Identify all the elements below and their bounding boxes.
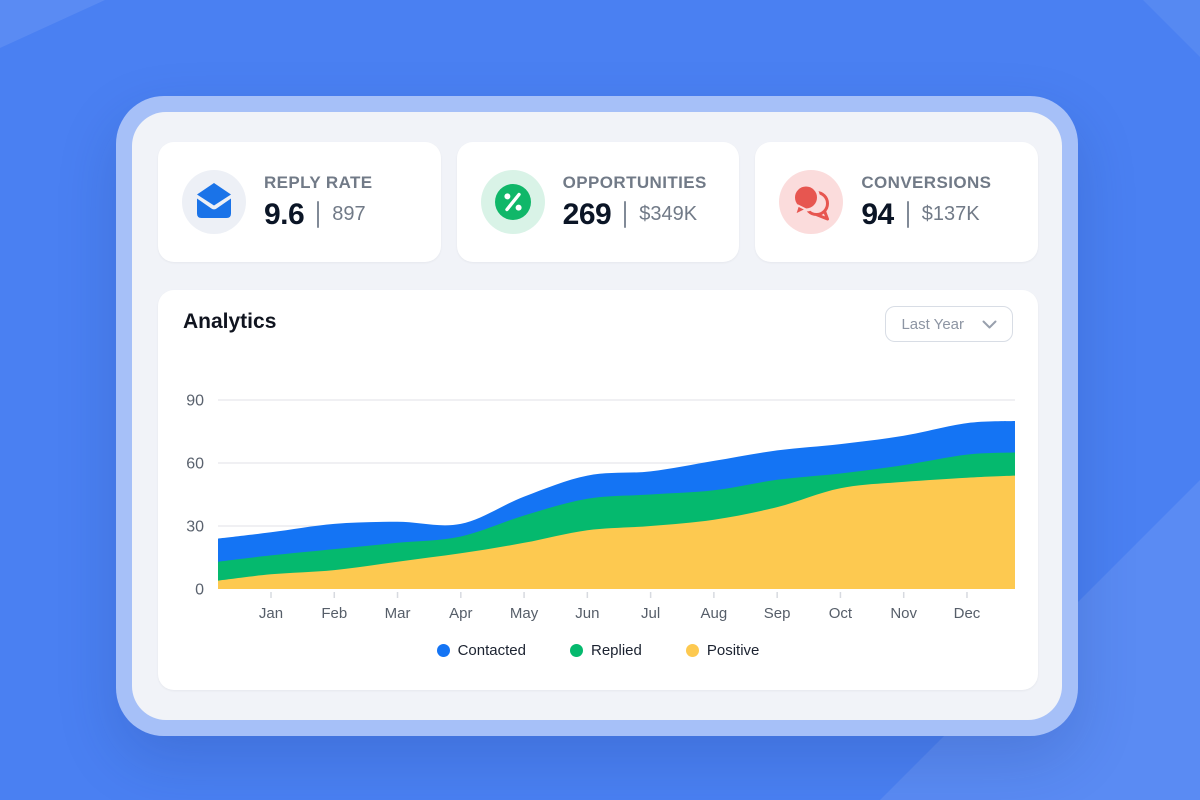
analytics-chart: 0 30 60 90 Jan Feb Mar Apr May Jun Jul Aug Sep Oct Nov…	[186, 393, 1015, 622]
dashboard-frame: REPLY RATE 9.6 897	[116, 96, 1078, 736]
legend-item-contacted[interactable]: Contacted	[436, 642, 526, 659]
y-axis-label: 30	[186, 519, 204, 536]
mail-open-icon	[182, 170, 246, 234]
stat-text: OPPORTUNITIES 269 $349K	[563, 173, 707, 232]
stat-card-reply-rate: REPLY RATE 9.6 897	[158, 142, 441, 262]
legend-dot	[685, 644, 699, 657]
stat-value-row: 94 $137K	[861, 198, 991, 232]
stat-value-row: 269 $349K	[563, 198, 707, 232]
area-series-positive	[218, 475, 1015, 589]
x-axis-label: Aug	[701, 605, 728, 622]
stat-label: OPPORTUNITIES	[562, 172, 707, 192]
stat-secondary-value: $137K	[921, 203, 980, 225]
analytics-card: Analytics Last Year 0 30 60 90 Jan Feb Mar Apr M…	[158, 290, 1038, 690]
x-axis-label: Sep	[764, 605, 791, 622]
stat-label: CONVERSIONS	[861, 172, 992, 192]
y-axis-label: 60	[186, 456, 204, 473]
legend-dot	[569, 644, 583, 657]
chart-legend: Contacted Replied Positive	[158, 642, 1038, 659]
stat-divider	[624, 201, 627, 228]
stat-value: 269	[562, 197, 612, 231]
stat-card-conversions: CONVERSIONS 94 $137K	[755, 142, 1039, 262]
y-axis-label: 90	[186, 393, 204, 410]
stat-secondary-value: 897	[332, 203, 366, 225]
legend-label: Replied	[590, 642, 642, 659]
x-axis-label: Nov	[890, 605, 917, 622]
legend-item-replied[interactable]: Replied	[569, 642, 642, 659]
x-axis-label: Oct	[829, 605, 853, 622]
stat-divider	[317, 201, 320, 228]
percent-icon	[480, 170, 545, 234]
x-axis-label: Jun	[575, 605, 599, 622]
dashboard-panel: REPLY RATE 9.6 897	[132, 112, 1062, 720]
legend-label: Positive	[706, 642, 760, 659]
stat-text: REPLY RATE 9.6 897	[264, 173, 373, 232]
period-select-value: Last Year	[901, 315, 964, 333]
x-axis-label: Dec	[954, 605, 981, 622]
stat-card-opportunities: OPPORTUNITIES 269 $349K	[456, 142, 740, 262]
analytics-title: Analytics	[183, 310, 277, 333]
stat-value-row: 9.6 897	[264, 198, 373, 232]
y-axis-label: 0	[195, 582, 204, 599]
stat-secondary-value: $349K	[639, 203, 698, 225]
x-axis-label: Jan	[259, 605, 283, 622]
chat-bubbles-icon	[779, 170, 844, 234]
stat-value: 94	[861, 197, 894, 231]
chevron-down-icon	[982, 320, 997, 328]
legend-item-positive[interactable]: Positive	[685, 642, 760, 659]
x-axis-label: Apr	[449, 605, 472, 622]
stat-divider	[906, 201, 909, 228]
x-axis-label: May	[510, 605, 539, 622]
x-axis-label: Mar	[385, 605, 411, 622]
x-axis-label: Feb	[321, 605, 347, 622]
x-axis-label: Jul	[641, 605, 660, 622]
period-select-dropdown[interactable]: Last Year	[885, 306, 1013, 342]
stat-text: CONVERSIONS 94 $137K	[861, 173, 991, 232]
stats-row: REPLY RATE 9.6 897	[158, 142, 1039, 262]
stat-value: 9.6	[264, 197, 305, 231]
legend-label: Contacted	[457, 642, 526, 659]
legend-dot	[436, 644, 450, 657]
stat-label: REPLY RATE	[264, 172, 373, 192]
